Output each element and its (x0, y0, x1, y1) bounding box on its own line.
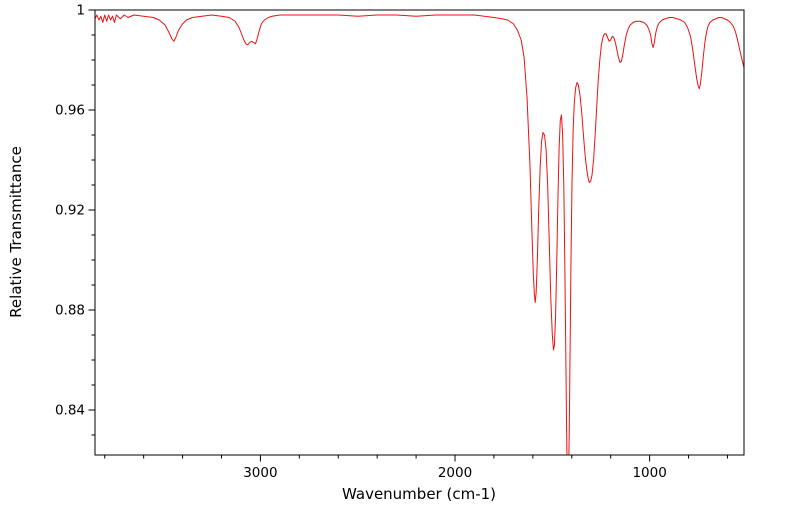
x-tick-label: 1000 (632, 465, 666, 481)
y-axis-label: Relative Transmittance (7, 146, 25, 318)
y-tick-label: 1 (76, 3, 85, 19)
x-axis-ticks (104, 455, 728, 462)
x-tick-label: 2000 (438, 465, 472, 481)
x-tick-label: 3000 (243, 465, 277, 481)
plot-border (94, 9, 745, 456)
y-tick-label: 0.92 (55, 203, 85, 219)
spectrum-line (95, 14, 744, 455)
x-axis-tick-labels: 3000 2000 1000 (243, 465, 667, 481)
y-tick-label: 0.84 (55, 403, 85, 419)
y-axis-tick-labels: 0.84 0.88 0.92 0.96 1 (55, 3, 85, 419)
y-axis-ticks (88, 9, 95, 436)
y-tick-label: 0.96 (55, 103, 85, 119)
spectrum-series (95, 14, 744, 455)
y-tick-label: 0.88 (55, 303, 85, 319)
x-axis-label: Wavenumber (cm-1) (342, 485, 496, 503)
